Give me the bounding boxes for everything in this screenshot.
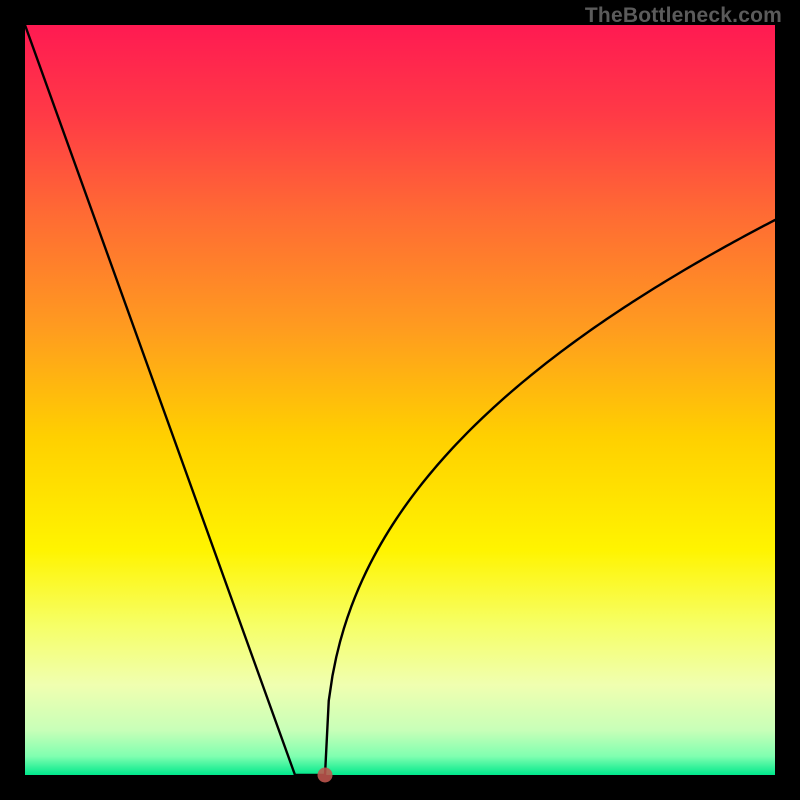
plot-background xyxy=(25,25,775,775)
chart-container: TheBottleneck.com xyxy=(0,0,800,800)
watermark-text: TheBottleneck.com xyxy=(585,4,782,28)
bottleneck-curve-chart xyxy=(0,0,800,800)
optimal-point-marker xyxy=(318,768,333,783)
